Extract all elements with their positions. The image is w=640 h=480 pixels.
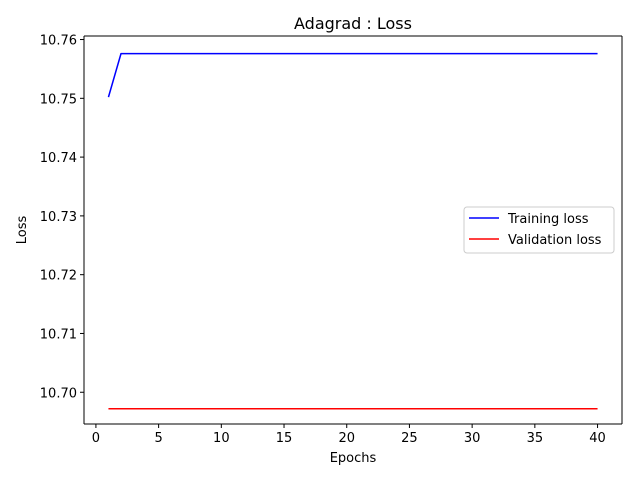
legend-label-training-loss: Training loss [507, 212, 589, 227]
chart-title: Adagrad : Loss [294, 14, 412, 33]
series-line-training-loss [107, 52, 598, 98]
x-tick-label: 35 [527, 431, 544, 446]
y-tick-label: 10.72 [40, 269, 77, 284]
legend: Training loss Validation loss [463, 206, 615, 254]
x-tick-label: 20 [338, 431, 355, 446]
legend-box [463, 206, 615, 254]
legend-label-validation-loss: Validation loss [508, 233, 602, 248]
x-tick-label: 40 [589, 431, 606, 446]
y-tick-label: 10.71 [40, 327, 77, 342]
x-tick-label: 10 [213, 431, 230, 446]
axes-frame [83, 35, 623, 425]
x-tick-label: 0 [92, 431, 100, 446]
y-tick-label: 10.75 [40, 92, 77, 107]
y-tick-label: 10.73 [40, 210, 77, 225]
y-tick-label: 10.76 [40, 34, 77, 49]
y-axis-label: Loss [15, 216, 30, 245]
x-tick-label: 5 [154, 431, 162, 446]
x-tick-label: 25 [401, 431, 418, 446]
x-axis-label: Epochs [330, 451, 377, 466]
x-ticks: 0 5 10 15 20 25 30 35 40 [92, 424, 606, 446]
series-layer [107, 52, 598, 410]
x-tick-label: 15 [276, 431, 293, 446]
x-tick-label: 30 [464, 431, 481, 446]
y-tick-label: 10.70 [40, 386, 77, 401]
y-ticks: 10.70 10.71 10.72 10.73 10.74 10.75 10.76 [40, 34, 84, 401]
y-tick-label: 10.74 [40, 151, 77, 166]
